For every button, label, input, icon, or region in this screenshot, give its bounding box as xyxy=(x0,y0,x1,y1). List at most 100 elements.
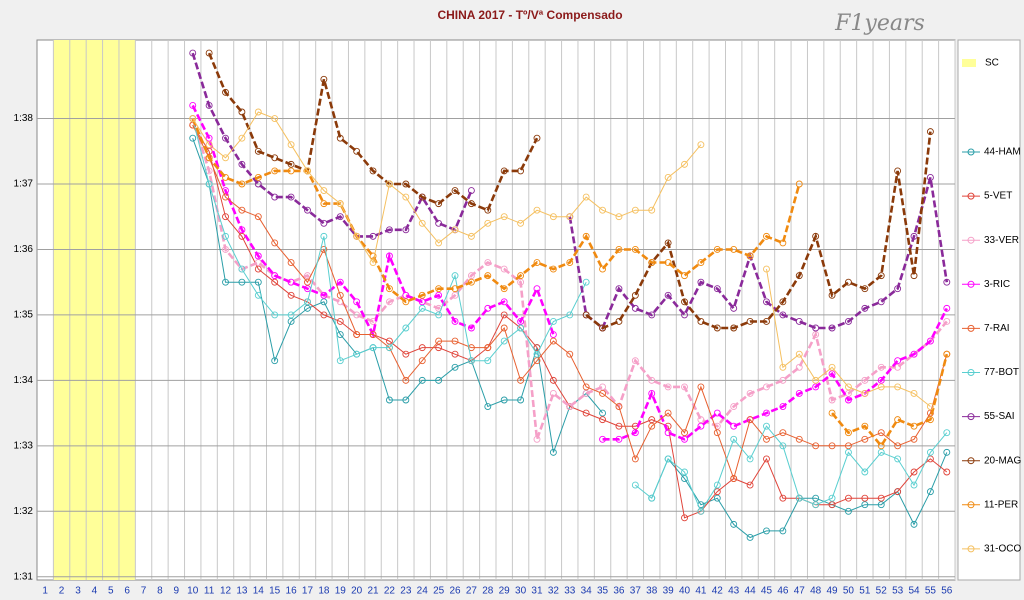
point xyxy=(549,265,557,273)
point xyxy=(222,232,229,240)
x-tick-label: 31 xyxy=(531,586,543,597)
point xyxy=(205,49,213,57)
x-tick-label: 56 xyxy=(941,586,953,597)
point xyxy=(582,383,590,391)
point xyxy=(730,403,738,410)
point xyxy=(730,520,738,528)
point xyxy=(828,501,836,509)
point xyxy=(812,383,820,391)
point xyxy=(795,180,803,188)
point xyxy=(697,318,705,325)
point xyxy=(910,390,918,397)
series-line xyxy=(192,124,948,519)
point xyxy=(287,278,295,286)
point xyxy=(271,357,279,365)
point xyxy=(779,429,787,437)
point xyxy=(287,311,295,319)
x-tick-label: 14 xyxy=(253,586,265,597)
point xyxy=(451,337,459,345)
point xyxy=(582,311,590,319)
point xyxy=(484,206,492,214)
point xyxy=(549,213,557,221)
point xyxy=(713,488,721,496)
point xyxy=(451,363,459,371)
legend-label: 33-VER xyxy=(984,235,1019,246)
point xyxy=(664,239,672,247)
point xyxy=(599,383,607,391)
point xyxy=(631,481,639,489)
point xyxy=(763,298,770,306)
legend-label: 11-PER xyxy=(984,499,1018,510)
point xyxy=(402,226,410,234)
y-tick-label: 1:32 xyxy=(14,506,34,517)
point xyxy=(648,376,656,384)
x-tick-label: 29 xyxy=(499,586,511,597)
point xyxy=(451,285,459,293)
point xyxy=(402,291,410,299)
x-tick-label: 16 xyxy=(286,586,298,597)
point xyxy=(271,239,279,247)
point xyxy=(877,298,885,306)
x-tick-label: 49 xyxy=(826,586,838,597)
point xyxy=(763,232,770,240)
point xyxy=(254,259,262,266)
point xyxy=(500,337,508,345)
point xyxy=(271,272,279,280)
point xyxy=(402,298,410,306)
point xyxy=(599,265,607,273)
legend-label: 3-RIC xyxy=(984,279,1010,290)
point xyxy=(336,200,344,208)
point xyxy=(844,318,852,325)
x-tick-label: 19 xyxy=(335,586,347,597)
point xyxy=(599,324,607,332)
legend-marker xyxy=(967,192,975,200)
point xyxy=(271,278,279,286)
point xyxy=(844,383,852,391)
point xyxy=(320,75,328,83)
point xyxy=(467,200,475,208)
point xyxy=(435,337,443,345)
y-tick-label: 1:38 xyxy=(14,113,34,124)
x-tick-label: 40 xyxy=(679,586,691,597)
point xyxy=(861,435,869,443)
x-tick-label: 41 xyxy=(695,586,707,597)
point xyxy=(418,298,426,306)
point xyxy=(681,272,688,280)
point xyxy=(402,180,410,188)
point xyxy=(222,174,229,181)
sc-band xyxy=(53,40,70,580)
x-tick-label: 3 xyxy=(75,586,81,597)
point xyxy=(435,239,443,247)
x-tick-label: 35 xyxy=(597,586,609,597)
point xyxy=(549,337,557,345)
point xyxy=(271,167,279,175)
point xyxy=(681,311,688,319)
point xyxy=(451,350,459,358)
point xyxy=(517,396,525,404)
point xyxy=(254,147,262,155)
legend-marker xyxy=(967,369,975,376)
point xyxy=(402,396,410,404)
point xyxy=(402,376,410,384)
point xyxy=(894,416,902,424)
point xyxy=(189,49,197,57)
series-layer xyxy=(189,49,951,541)
x-tick-label: 15 xyxy=(269,586,281,597)
point xyxy=(418,376,426,384)
legend-label: 7-RAI xyxy=(984,323,1010,334)
point xyxy=(467,278,475,286)
x-tick-label: 6 xyxy=(124,586,130,597)
point xyxy=(828,409,836,417)
point xyxy=(844,507,852,515)
point xyxy=(648,206,656,214)
point xyxy=(779,527,787,535)
point xyxy=(746,390,754,397)
point xyxy=(435,311,443,319)
point xyxy=(222,88,229,96)
point xyxy=(664,383,672,391)
point xyxy=(533,285,541,293)
point xyxy=(697,416,705,424)
point xyxy=(254,265,262,273)
point xyxy=(861,468,869,476)
